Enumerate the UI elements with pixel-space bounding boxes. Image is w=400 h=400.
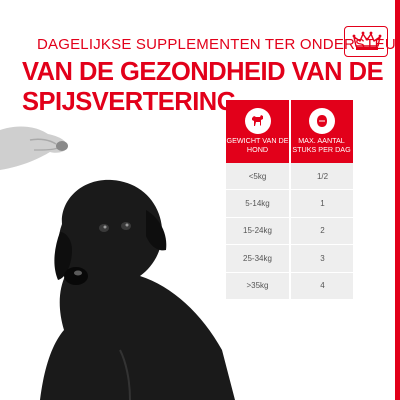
count-cell: 1	[320, 199, 325, 209]
page-title-line-1: VAN DE GEZONDHEID VAN DE	[22, 58, 384, 86]
count-cell: 4	[320, 281, 325, 291]
page-title-line-2: SPIJSVERTERING	[22, 88, 237, 116]
weight-cell: >35kg	[246, 281, 269, 291]
weight-cell: 25-34kg	[243, 253, 272, 263]
brand-logo	[344, 26, 388, 57]
weight-cell: 15-24kg	[243, 226, 272, 236]
table-body: <5kg 1/2 5-14kg 1 15-24kg 2 25-34kg 3 >35kg 4	[226, 163, 353, 300]
table-row: 5-14kg 1	[226, 190, 353, 218]
count-cell: 2	[320, 226, 325, 236]
weight-cell: <5kg	[248, 171, 267, 181]
crown-icon	[352, 31, 382, 50]
table-header: GEWICHT VAN DE HOND MAX. AANTAL STUKS PE…	[226, 100, 353, 163]
column-header-count: MAX. AANTAL STUKS PER DAG	[292, 136, 351, 154]
count-cell: 1/2	[316, 171, 329, 181]
brand-edge-bar	[395, 0, 400, 400]
hand-image	[0, 126, 68, 170]
column-header-weight: GEWICHT VAN DE HOND	[226, 136, 289, 154]
dog-icon	[252, 115, 263, 126]
puppy-image	[40, 179, 235, 400]
weight-cell: 5-14kg	[245, 199, 270, 209]
table-row: <5kg 1/2	[226, 163, 353, 191]
dosage-table: GEWICHT VAN DE HOND MAX. AANTAL STUKS PE…	[226, 100, 353, 300]
count-cell: 3	[320, 253, 325, 263]
kicker-text: DAGELIJKSE SUPPLEMENTEN TER ONDERSTEUNIN…	[37, 36, 400, 53]
dog-icon-badge	[245, 108, 271, 134]
page-title: VAN DE GEZONDHEID VAN DE SPIJSVERTERING	[22, 57, 384, 117]
kibble-icon	[317, 115, 327, 127]
table-row: 25-34kg 3	[226, 245, 353, 273]
table-row: 15-24kg 2	[226, 217, 353, 246]
dog-photo	[0, 126, 235, 400]
table-row: >35kg 4	[226, 272, 353, 300]
kibble-icon-badge	[309, 108, 335, 134]
